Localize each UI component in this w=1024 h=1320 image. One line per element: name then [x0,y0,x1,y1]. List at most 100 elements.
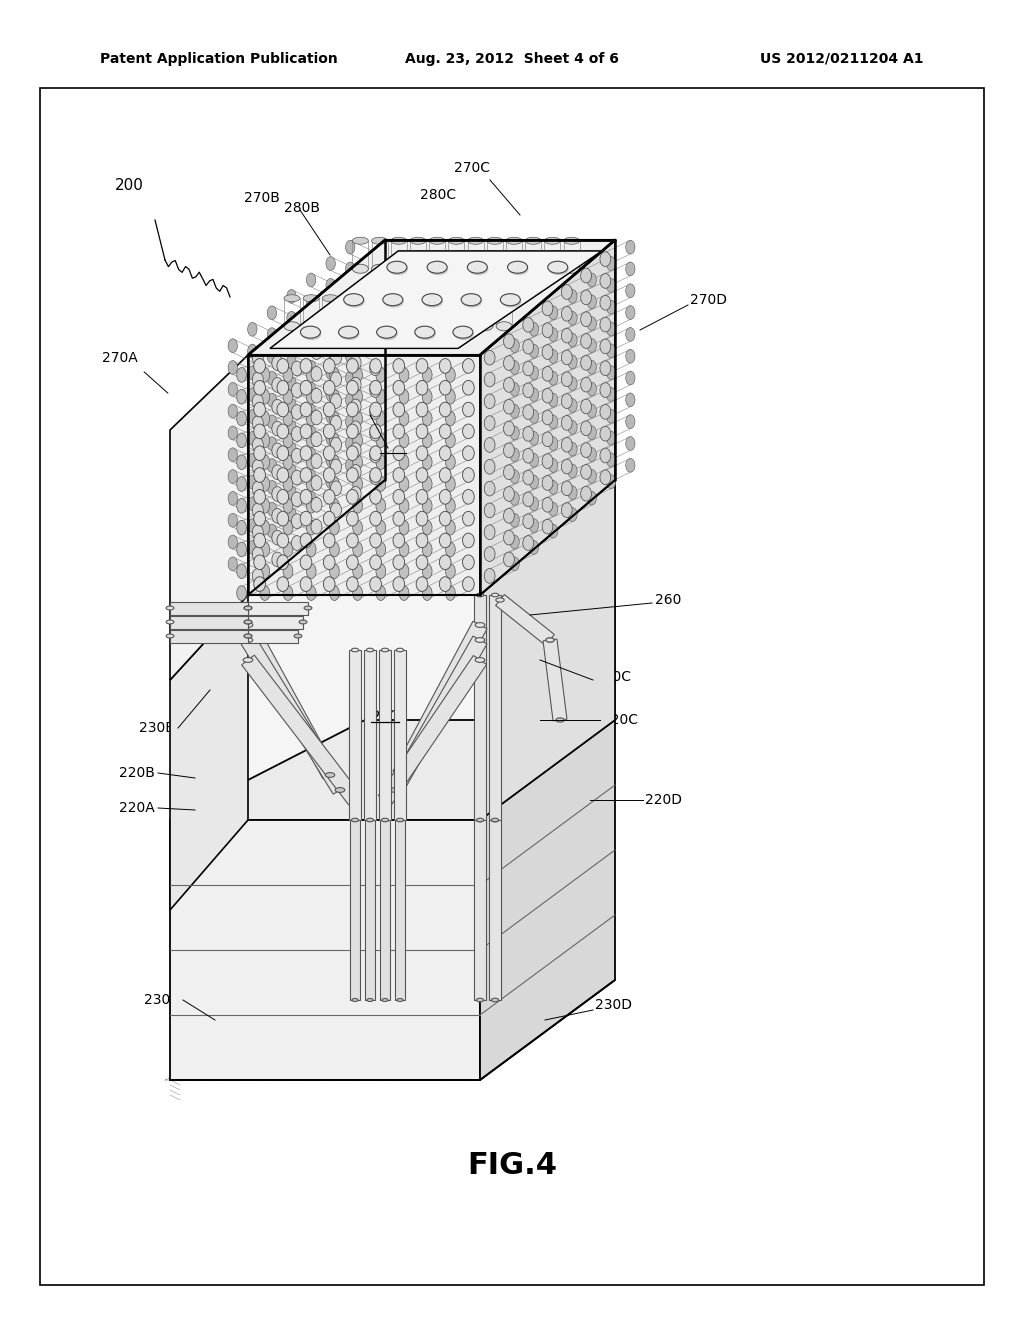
Ellipse shape [276,511,289,525]
Ellipse shape [306,455,316,470]
Ellipse shape [344,294,364,306]
Ellipse shape [272,465,283,479]
Ellipse shape [416,380,428,395]
Ellipse shape [330,412,339,426]
Ellipse shape [484,546,495,561]
Ellipse shape [311,367,322,381]
Ellipse shape [439,577,451,591]
Ellipse shape [300,533,312,548]
Ellipse shape [237,433,247,447]
Ellipse shape [410,264,426,273]
Ellipse shape [267,306,276,319]
Ellipse shape [504,508,514,523]
Ellipse shape [283,477,293,491]
Ellipse shape [422,389,432,404]
Ellipse shape [311,323,322,338]
Ellipse shape [568,486,578,500]
Ellipse shape [292,513,302,528]
Ellipse shape [370,554,382,570]
Ellipse shape [370,426,381,441]
Text: 270B: 270B [244,191,280,205]
Ellipse shape [606,432,615,445]
Ellipse shape [370,490,382,504]
Ellipse shape [276,490,289,504]
Ellipse shape [492,818,499,822]
Ellipse shape [561,437,572,451]
Polygon shape [248,602,308,615]
Ellipse shape [166,620,174,624]
Text: FIG.4: FIG.4 [467,1151,557,1180]
Ellipse shape [529,541,539,554]
Ellipse shape [346,533,358,548]
Ellipse shape [626,240,635,253]
Ellipse shape [331,285,342,300]
Ellipse shape [376,564,386,578]
Ellipse shape [284,294,300,302]
Ellipse shape [504,552,514,566]
Ellipse shape [523,426,534,441]
Ellipse shape [523,449,534,463]
Ellipse shape [228,360,238,375]
Ellipse shape [346,403,358,417]
Ellipse shape [287,376,296,391]
Ellipse shape [529,409,539,424]
Ellipse shape [393,424,404,438]
Polygon shape [242,655,361,805]
Ellipse shape [463,554,474,570]
Ellipse shape [352,455,362,470]
Ellipse shape [237,520,247,535]
Ellipse shape [439,403,451,417]
Ellipse shape [346,577,358,591]
Ellipse shape [350,334,361,348]
Ellipse shape [352,412,362,426]
Ellipse shape [523,513,534,528]
Ellipse shape [254,554,265,570]
Ellipse shape [346,359,358,374]
Ellipse shape [529,519,539,532]
Ellipse shape [306,477,316,491]
Ellipse shape [292,426,302,441]
Ellipse shape [324,403,335,417]
Text: 230B: 230B [139,721,175,735]
Ellipse shape [254,446,265,461]
Text: 270C: 270C [454,161,490,176]
Ellipse shape [475,657,484,663]
Ellipse shape [324,467,335,482]
Ellipse shape [523,383,534,397]
Ellipse shape [549,350,558,363]
Ellipse shape [370,273,381,288]
Ellipse shape [381,648,388,652]
Ellipse shape [330,499,339,513]
Ellipse shape [306,491,315,506]
Ellipse shape [326,772,335,777]
Ellipse shape [396,818,403,822]
Ellipse shape [549,327,558,342]
Ellipse shape [254,359,265,374]
Ellipse shape [237,499,247,513]
Ellipse shape [276,380,289,395]
Ellipse shape [267,437,276,450]
Ellipse shape [561,503,572,517]
Ellipse shape [284,322,300,331]
Ellipse shape [399,294,416,302]
Ellipse shape [587,383,596,396]
Ellipse shape [463,577,474,591]
Ellipse shape [339,326,358,338]
Polygon shape [388,636,487,793]
Polygon shape [170,615,248,628]
Ellipse shape [427,261,447,273]
Ellipse shape [449,238,465,244]
Ellipse shape [422,586,432,601]
Ellipse shape [439,359,451,374]
Ellipse shape [376,455,386,470]
Text: Patent Application Publication: Patent Application Publication [100,51,338,66]
Ellipse shape [393,380,404,395]
Text: 220C: 220C [602,713,638,727]
Ellipse shape [306,294,315,309]
Ellipse shape [330,455,339,470]
Polygon shape [248,630,298,643]
Ellipse shape [306,317,315,330]
Ellipse shape [300,326,321,338]
Ellipse shape [352,433,362,447]
Ellipse shape [300,424,312,438]
